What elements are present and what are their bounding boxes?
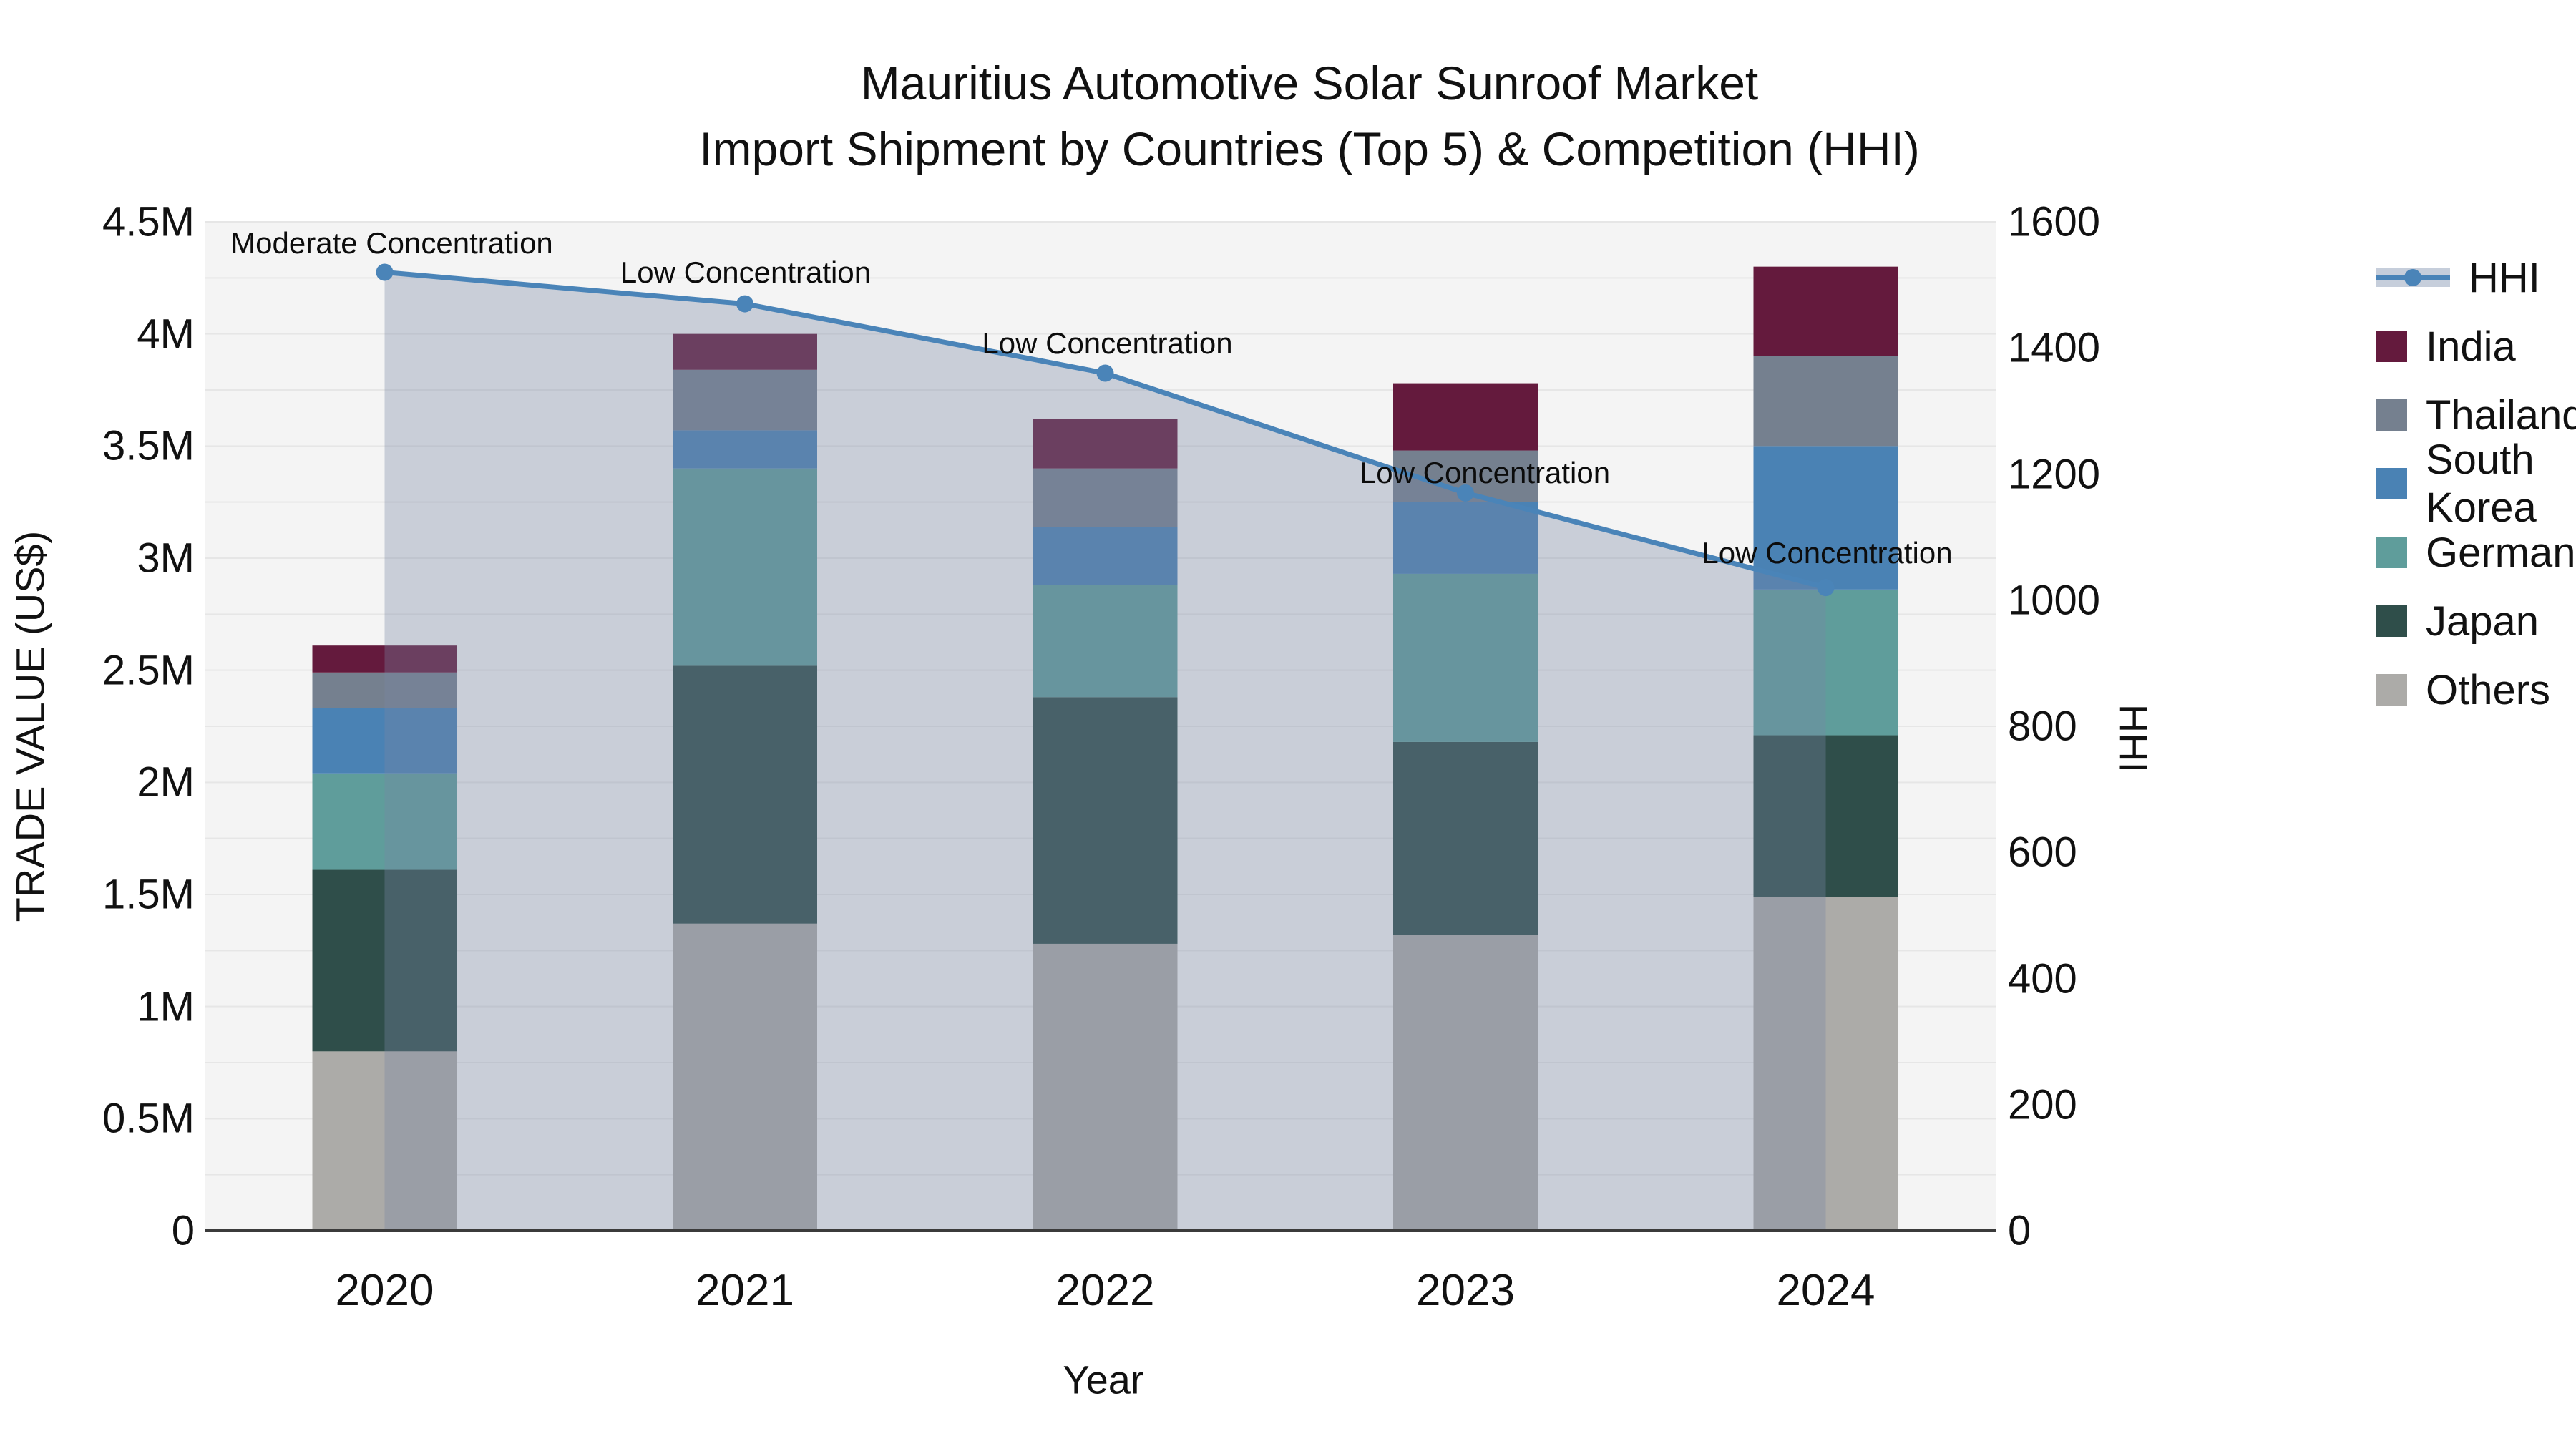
bar-segment-2020-germany[interactable] <box>312 773 457 870</box>
left-tick-1.5M: 1.5M <box>102 871 195 918</box>
bar-segment-2023-japan[interactable] <box>1393 741 1538 935</box>
annotation-2023: Low Concentration <box>1359 455 1611 489</box>
bar-segment-2021-others[interactable] <box>673 923 817 1231</box>
legend-label-germany: Germany <box>2426 529 2576 576</box>
legend-label-south-korea: South Korea <box>2426 436 2537 531</box>
hhi-marker-2021[interactable] <box>736 295 753 313</box>
right-tick-0: 0 <box>2008 1207 2031 1254</box>
legend-label-japan: Japan <box>2426 597 2540 645</box>
bar-segment-2020-india[interactable] <box>312 645 457 673</box>
left-tick-1M: 1M <box>137 983 195 1030</box>
left-tick-2.5M: 2.5M <box>102 647 195 694</box>
bar-segment-2024-others[interactable] <box>1753 897 1898 1231</box>
bar-segment-2024-japan[interactable] <box>1753 735 1898 897</box>
bar-segment-2023-south-korea[interactable] <box>1393 502 1538 574</box>
x-tick-2023: 2023 <box>1416 1266 1515 1315</box>
legend-swatch-india <box>2376 331 2407 362</box>
hhi-line-swatch <box>2376 262 2450 293</box>
legend-item-japan[interactable]: Japan <box>2376 587 2576 655</box>
left-tick-3.5M: 3.5M <box>102 422 195 469</box>
hhi-marker-2023[interactable] <box>1457 484 1474 502</box>
chart-title: Mauritius Automotive Solar Sunroof Marke… <box>429 50 2190 182</box>
legend-label-hhi: HHI <box>2469 254 2540 301</box>
left-tick-2M: 2M <box>137 758 195 806</box>
left-tick-3M: 3M <box>137 535 195 582</box>
bar-segment-2024-thailand[interactable] <box>1753 356 1898 447</box>
bar-segment-2024-india[interactable] <box>1753 266 1898 356</box>
right-tick-800: 800 <box>2008 703 2077 750</box>
bar-segment-2021-india[interactable] <box>673 333 817 370</box>
annotation-2020: Moderate Concentration <box>230 225 553 260</box>
bar-segment-2024-south-korea[interactable] <box>1753 446 1898 590</box>
right-tick-200: 200 <box>2008 1081 2077 1128</box>
chart-title-line1: Mauritius Automotive Solar Sunroof Marke… <box>860 57 1759 109</box>
x-axis-title: Year <box>1063 1357 1144 1402</box>
right-tick-1600: 1600 <box>2008 198 2101 245</box>
legend-swatch-japan <box>2376 605 2407 637</box>
y2-axis-title: HHI <box>2111 703 2157 774</box>
x-tick-2024: 2024 <box>1776 1266 1875 1315</box>
legend-item-thailand[interactable]: Thailand <box>2376 381 2576 449</box>
legend-label-thailand: Thailand <box>2426 391 2576 439</box>
legend-swatch-germany <box>2376 537 2407 568</box>
chart-title-line2: Import Shipment by Countries (Top 5) & C… <box>699 122 1920 175</box>
bar-segment-2023-germany[interactable] <box>1393 573 1538 742</box>
left-tick-4M: 4M <box>137 311 195 358</box>
bar-segment-2020-japan[interactable] <box>312 869 457 1052</box>
left-tick-4.5M: 4.5M <box>102 198 195 245</box>
left-tick-0: 0 <box>171 1207 195 1254</box>
x-tick-2021: 2021 <box>696 1266 794 1315</box>
x-tick-2020: 2020 <box>335 1266 434 1315</box>
bar-segment-2022-japan[interactable] <box>1033 697 1178 944</box>
bar-segment-2020-south-korea[interactable] <box>312 708 457 774</box>
bar-segment-2024-germany[interactable] <box>1753 589 1898 736</box>
legend-swatch-thailand <box>2376 399 2407 431</box>
legend-label-india: India <box>2426 323 2516 370</box>
hhi-marker-2024[interactable] <box>1817 579 1835 597</box>
bar-segment-2021-thailand[interactable] <box>673 369 817 431</box>
left-tick-0.5M: 0.5M <box>102 1095 195 1142</box>
bar-segment-2021-south-korea[interactable] <box>673 430 817 469</box>
x-tick-2022: 2022 <box>1055 1266 1155 1315</box>
bar-segment-2022-india[interactable] <box>1033 419 1178 469</box>
legend-item-india[interactable]: India <box>2376 312 2576 381</box>
legend-item-germany[interactable]: Germany <box>2376 518 2576 587</box>
bar-segment-2022-thailand[interactable] <box>1033 468 1178 527</box>
hhi-marker-2022[interactable] <box>1096 364 1114 382</box>
hhi-area-fill <box>384 272 1826 1231</box>
bar-segment-2023-india[interactable] <box>1393 383 1538 451</box>
annotation-2022: Low Concentration <box>982 326 1233 360</box>
hhi-marker-2020[interactable] <box>376 263 394 281</box>
y-axis-title: TRADE VALUE (US$) <box>7 530 53 922</box>
bar-segment-2020-thailand[interactable] <box>312 672 457 708</box>
bar-segment-2023-others[interactable] <box>1393 935 1538 1231</box>
right-tick-1200: 1200 <box>2008 451 2101 497</box>
annotation-2024: Low Concentration <box>1702 536 1953 570</box>
bar-segment-2022-south-korea[interactable] <box>1033 527 1178 585</box>
legend-item-others[interactable]: Others <box>2376 655 2576 724</box>
right-tick-1400: 1400 <box>2008 324 2101 371</box>
right-tick-1000: 1000 <box>2008 577 2101 624</box>
bar-segment-2022-others[interactable] <box>1033 943 1178 1231</box>
legend-item-south-korea[interactable]: South Korea <box>2376 436 2576 531</box>
bar-segment-2020-others[interactable] <box>312 1051 457 1231</box>
annotation-2021: Low Concentration <box>620 255 872 289</box>
legend-swatch-others <box>2376 674 2407 706</box>
legend-label-others: Others <box>2426 666 2551 713</box>
bar-segment-2021-germany[interactable] <box>673 468 817 666</box>
bar-segment-2021-japan[interactable] <box>673 665 817 924</box>
bar-segment-2022-germany[interactable] <box>1033 585 1178 698</box>
right-tick-600: 600 <box>2008 829 2077 876</box>
right-tick-400: 400 <box>2008 955 2077 1002</box>
legend-item-hhi[interactable]: HHI <box>2376 243 2576 312</box>
legend-swatch-south-korea <box>2376 468 2407 499</box>
